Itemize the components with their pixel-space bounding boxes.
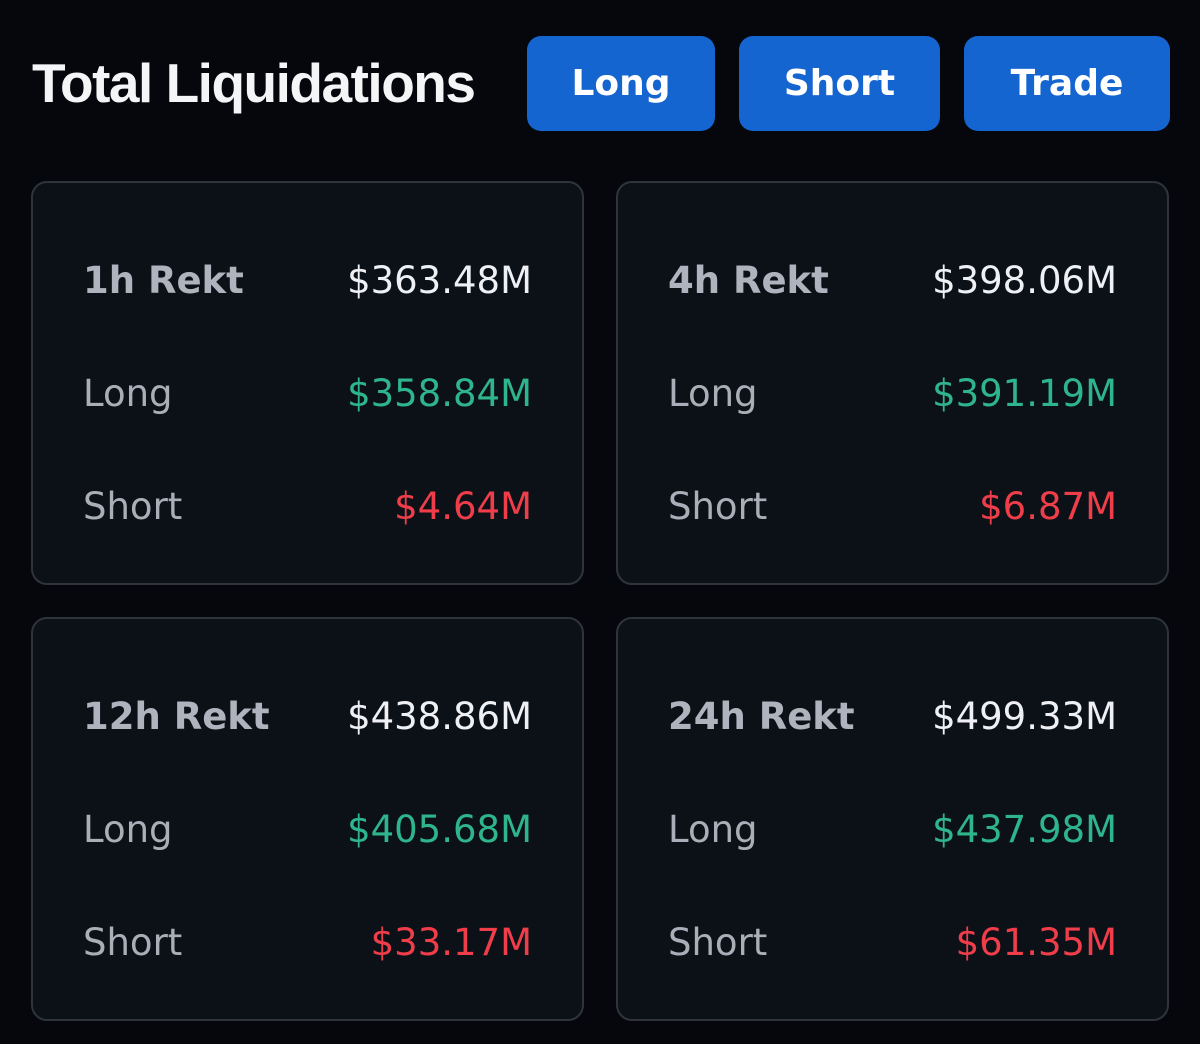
total-value: $438.86M	[347, 694, 532, 738]
short-label: Short	[668, 484, 768, 528]
total-value: $499.33M	[932, 694, 1117, 738]
long-row: Long $405.68M	[83, 801, 532, 857]
short-row: Short $33.17M	[83, 914, 532, 970]
long-label: Long	[83, 371, 173, 415]
total-row: 24h Rekt $499.33M	[668, 688, 1117, 744]
long-row: Long $437.98M	[668, 801, 1117, 857]
total-value: $363.48M	[347, 258, 532, 302]
liquidation-card-1h: 1h Rekt $363.48M Long $358.84M Short $4.…	[31, 181, 584, 585]
long-value: $358.84M	[347, 371, 532, 415]
short-value: $4.64M	[394, 484, 532, 528]
long-row: Long $358.84M	[83, 365, 532, 421]
long-button[interactable]: Long	[527, 36, 715, 131]
short-row: Short $61.35M	[668, 914, 1117, 970]
card-title: 1h Rekt	[83, 258, 244, 302]
header: Total Liquidations Long Short Trade	[0, 0, 1200, 160]
long-value: $405.68M	[347, 807, 532, 851]
total-row: 1h Rekt $363.48M	[83, 252, 532, 308]
total-row: 12h Rekt $438.86M	[83, 688, 532, 744]
short-value: $33.17M	[370, 920, 532, 964]
short-label: Short	[83, 920, 183, 964]
short-label: Short	[83, 484, 183, 528]
card-title: 24h Rekt	[668, 694, 855, 738]
trade-button[interactable]: Trade	[964, 36, 1170, 131]
long-label: Long	[668, 371, 758, 415]
short-row: Short $4.64M	[83, 478, 532, 534]
short-button[interactable]: Short	[739, 36, 940, 131]
card-title: 4h Rekt	[668, 258, 829, 302]
long-label: Long	[668, 807, 758, 851]
short-value: $61.35M	[955, 920, 1117, 964]
long-value: $391.19M	[932, 371, 1117, 415]
page-title: Total Liquidations	[32, 52, 476, 114]
short-row: Short $6.87M	[668, 478, 1117, 534]
long-row: Long $391.19M	[668, 365, 1117, 421]
liquidation-card-12h: 12h Rekt $438.86M Long $405.68M Short $3…	[31, 617, 584, 1021]
long-value: $437.98M	[932, 807, 1117, 851]
total-row: 4h Rekt $398.06M	[668, 252, 1117, 308]
long-label: Long	[83, 807, 173, 851]
liquidation-card-4h: 4h Rekt $398.06M Long $391.19M Short $6.…	[616, 181, 1169, 585]
liquidation-card-24h: 24h Rekt $499.33M Long $437.98M Short $6…	[616, 617, 1169, 1021]
total-value: $398.06M	[932, 258, 1117, 302]
card-title: 12h Rekt	[83, 694, 270, 738]
short-label: Short	[668, 920, 768, 964]
short-value: $6.87M	[979, 484, 1117, 528]
